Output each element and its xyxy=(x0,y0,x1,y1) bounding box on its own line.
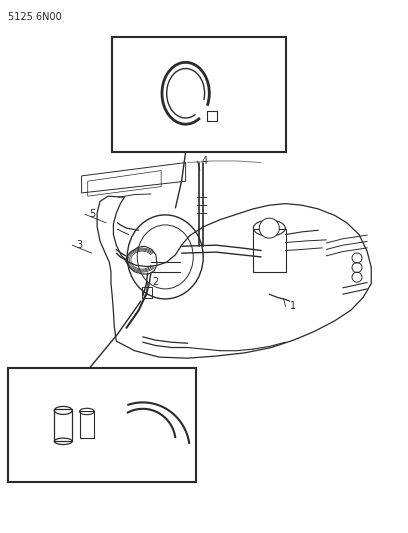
Text: 2: 2 xyxy=(152,278,158,287)
Circle shape xyxy=(22,407,31,416)
Circle shape xyxy=(259,218,279,238)
Bar xyxy=(253,229,286,272)
Text: 5: 5 xyxy=(89,209,95,219)
Circle shape xyxy=(180,440,196,456)
Text: 3: 3 xyxy=(76,240,82,250)
Text: 5125 6N00: 5125 6N00 xyxy=(8,12,62,22)
Text: 1: 1 xyxy=(290,302,296,311)
Bar xyxy=(54,409,72,441)
Bar xyxy=(80,411,94,438)
Bar xyxy=(142,287,152,298)
Text: 7: 7 xyxy=(222,62,228,71)
Text: 10: 10 xyxy=(175,414,188,423)
Text: 4: 4 xyxy=(202,156,208,166)
Bar xyxy=(206,110,217,121)
Bar xyxy=(8,368,196,482)
Bar xyxy=(112,37,286,152)
Text: 9: 9 xyxy=(16,374,22,383)
Text: 6: 6 xyxy=(171,51,177,61)
Text: 11: 11 xyxy=(135,371,147,381)
Circle shape xyxy=(59,393,67,401)
Text: 8: 8 xyxy=(237,80,243,90)
